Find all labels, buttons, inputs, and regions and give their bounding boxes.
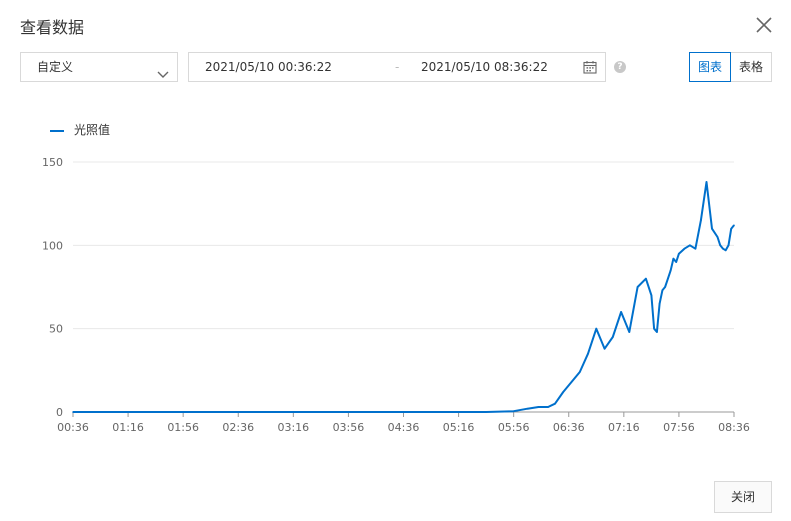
data-point xyxy=(689,244,691,247)
data-point xyxy=(636,286,639,288)
data-point xyxy=(700,219,702,222)
data-point xyxy=(603,347,606,350)
legend-label: 光照值 xyxy=(74,123,111,137)
data-point xyxy=(650,294,653,297)
data-point xyxy=(667,277,669,280)
x-tick-label: 04:36 xyxy=(388,421,420,434)
date-separator: - xyxy=(395,60,400,74)
data-point xyxy=(562,391,565,393)
x-tick-label: 00:36 xyxy=(57,421,89,434)
data-point xyxy=(526,407,529,410)
data-point xyxy=(612,336,614,338)
data-point xyxy=(595,327,598,330)
data-point xyxy=(675,261,677,263)
data-point xyxy=(658,302,661,305)
x-tick-label: 03:16 xyxy=(277,421,309,434)
data-point xyxy=(705,181,708,183)
data-point xyxy=(656,331,658,333)
data-point xyxy=(730,227,733,230)
x-tick-label: 05:16 xyxy=(443,421,475,434)
data-point xyxy=(72,411,74,413)
x-tick-label: 07:56 xyxy=(663,421,695,434)
data-point xyxy=(727,244,730,247)
data-point xyxy=(645,277,647,280)
chevron-down-icon xyxy=(157,62,169,78)
data-point xyxy=(554,402,556,405)
y-tick-label: 150 xyxy=(42,156,63,169)
legend-swatch xyxy=(50,129,64,132)
data-point xyxy=(669,269,672,272)
data-point xyxy=(537,406,540,408)
data-point xyxy=(711,227,713,230)
data-point xyxy=(733,224,735,227)
help-icon[interactable]: ? xyxy=(614,61,626,73)
x-tick-label: 01:56 xyxy=(167,421,199,434)
series-line-light-value xyxy=(73,181,735,413)
calendar-icon[interactable] xyxy=(583,60,597,74)
y-tick-label: 0 xyxy=(56,406,63,419)
data-point xyxy=(724,249,727,252)
data-point xyxy=(719,244,722,247)
x-tick-label: 03:56 xyxy=(333,421,365,434)
data-point xyxy=(694,247,697,250)
y-tick-label: 50 xyxy=(49,323,63,336)
data-point xyxy=(547,406,549,408)
data-point xyxy=(587,352,589,355)
data-point xyxy=(620,311,622,313)
data-point xyxy=(628,331,631,333)
tab-table[interactable]: 表格 xyxy=(730,52,772,82)
y-tick-label: 100 xyxy=(42,239,63,252)
data-point xyxy=(683,247,686,250)
data-point xyxy=(722,247,724,250)
x-tick-label: 01:16 xyxy=(112,421,144,434)
tab-chart[interactable]: 图表 xyxy=(689,52,731,82)
x-tick-label: 05:56 xyxy=(498,421,530,434)
time-range-select[interactable]: 自定义 xyxy=(20,52,178,82)
x-tick-label: 07:16 xyxy=(608,421,640,434)
data-point xyxy=(485,411,487,413)
data-point xyxy=(661,289,664,292)
data-point xyxy=(570,381,573,383)
data-point xyxy=(664,286,666,288)
x-tick-label: 08:36 xyxy=(718,421,750,434)
time-range-value: 自定义 xyxy=(37,60,74,74)
x-tick-label: 06:36 xyxy=(553,421,585,434)
data-point xyxy=(672,257,675,260)
end-date-input[interactable]: 2021/05/10 08:36:22 xyxy=(421,60,548,74)
data-point xyxy=(678,252,680,255)
data-point xyxy=(512,410,515,412)
x-tick-label: 02:36 xyxy=(222,421,254,434)
start-date-input[interactable]: 2021/05/10 00:36:22 xyxy=(205,60,332,74)
chart-legend[interactable]: 光照值 xyxy=(50,121,110,138)
light-value-line-chart: 0 50 100 150 00:36 01:16 01:56 02:36 03:16 03:56 0… xyxy=(42,156,750,434)
close-button[interactable]: 关闭 xyxy=(714,481,772,513)
data-point xyxy=(716,236,719,238)
date-range-picker[interactable]: 2021/05/10 00:36:22 - 2021/05/10 08:36:2… xyxy=(188,52,606,82)
dialog-title: 查看数据 xyxy=(20,18,85,37)
close-icon[interactable] xyxy=(754,15,774,35)
data-point xyxy=(578,371,581,373)
data-point xyxy=(653,327,655,330)
